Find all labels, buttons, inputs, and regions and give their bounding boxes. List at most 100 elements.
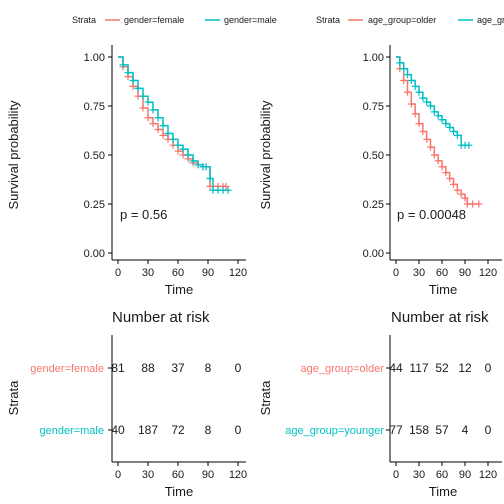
risk-cell: 52 bbox=[435, 361, 449, 375]
strata-label: age_group=younger bbox=[285, 425, 390, 437]
censor-mark bbox=[419, 94, 427, 102]
x-tick-label: 60 bbox=[172, 469, 184, 481]
censor-mark bbox=[202, 163, 210, 171]
y-tick-label: 0.50 bbox=[84, 150, 105, 162]
censor-mark bbox=[224, 186, 232, 194]
p-value: p = 0.56 bbox=[120, 207, 167, 222]
risk-table-title: Number at risk bbox=[112, 309, 210, 326]
censor-mark bbox=[169, 135, 177, 143]
strata-label: gender=female bbox=[30, 363, 112, 375]
x-tick: 120 bbox=[479, 260, 497, 279]
survival-curve-b bbox=[118, 56, 228, 192]
censor-mark bbox=[434, 112, 442, 120]
censor-mark bbox=[457, 190, 465, 198]
x-tick-label: 60 bbox=[436, 267, 448, 279]
x-tick-label: 0 bbox=[115, 469, 121, 481]
survival-curves bbox=[396, 56, 483, 208]
censor-mark bbox=[453, 186, 461, 194]
strata-axis-label: Strata bbox=[6, 380, 21, 415]
censor-mark bbox=[427, 102, 434, 110]
y-axis: Survival probability 1.00 0.75 0.50 0.25… bbox=[258, 45, 391, 260]
risk-cell: 72 bbox=[171, 423, 185, 437]
censor-mark bbox=[124, 69, 132, 77]
censor-mark bbox=[174, 147, 182, 155]
risk-cell: 77 bbox=[389, 423, 403, 437]
x-tick: 120 bbox=[229, 260, 247, 279]
x-tick-label: 90 bbox=[459, 469, 471, 481]
risk-table-gender: Number at risk Strata gender=female gend… bbox=[6, 309, 247, 499]
censor-mark bbox=[419, 127, 427, 135]
censor-mark bbox=[139, 92, 147, 100]
risk-table-age: Number at risk Strata age_group=older ag… bbox=[258, 309, 502, 499]
y-tick: 0.00 bbox=[363, 248, 390, 260]
censor-mark bbox=[404, 88, 411, 96]
survival-panel-age: Strata age_group=older age_group=younger… bbox=[258, 15, 504, 297]
x-axis-label: Time bbox=[165, 484, 193, 499]
x-tick-label: 30 bbox=[413, 267, 425, 279]
censor-mark bbox=[144, 98, 152, 106]
x-tick: 0 bbox=[393, 462, 399, 481]
y-tick: 0.25 bbox=[84, 199, 112, 211]
strata-label: gender=male bbox=[39, 425, 112, 437]
censor-mark bbox=[149, 106, 157, 114]
censor-mark bbox=[149, 120, 157, 128]
censor-mark bbox=[442, 169, 450, 177]
risk-cell: 0 bbox=[485, 361, 492, 375]
x-tick: 60 bbox=[172, 462, 184, 481]
censor-mark bbox=[189, 157, 197, 165]
x-axis-label: Time bbox=[165, 282, 193, 297]
censor-mark bbox=[400, 77, 408, 85]
x-tick-label: 0 bbox=[393, 267, 399, 279]
censor-mark bbox=[129, 77, 137, 85]
censor-mark bbox=[430, 151, 438, 159]
x-tick-label: 0 bbox=[393, 469, 399, 481]
x-tick-label: 30 bbox=[413, 469, 425, 481]
risk-cell: 8 bbox=[205, 423, 212, 437]
x-tick: 60 bbox=[436, 260, 448, 279]
x-tick-label: 120 bbox=[479, 267, 497, 279]
censor-mark bbox=[206, 175, 214, 183]
censor-mark bbox=[430, 108, 438, 116]
x-tick: 60 bbox=[436, 462, 448, 481]
x-tick: 30 bbox=[413, 462, 425, 481]
risk-table-title: Number at risk bbox=[391, 309, 489, 326]
y-axis: Survival probability 1.00 0.75 0.50 0.25… bbox=[6, 45, 113, 260]
survival-curve-a bbox=[396, 56, 479, 205]
y-tick-label: 1.00 bbox=[84, 52, 105, 64]
y-tick-label: 1.00 bbox=[363, 52, 384, 64]
censor-mark bbox=[222, 182, 230, 190]
censor-mark bbox=[144, 114, 152, 122]
risk-cell: 8 bbox=[205, 361, 212, 375]
x-tick-label: 60 bbox=[436, 469, 448, 481]
censor-mark bbox=[174, 141, 182, 149]
risk-values: 81 88 37 8 0 40 187 72 8 0 bbox=[111, 361, 241, 437]
legend-label: gender=female bbox=[124, 15, 184, 25]
censor-mark bbox=[407, 77, 415, 85]
censor-mark bbox=[427, 143, 434, 151]
y-tick-label: 0.75 bbox=[363, 101, 384, 113]
y-tick-label: 0.00 bbox=[363, 248, 384, 260]
risk-cell: 158 bbox=[409, 423, 429, 437]
legend-label: age_group=older bbox=[368, 15, 436, 25]
x-tick-label: 60 bbox=[172, 267, 184, 279]
y-axis-label: Survival probability bbox=[258, 100, 273, 210]
x-tick-label: 30 bbox=[142, 469, 154, 481]
y-tick-label: 0.25 bbox=[84, 199, 105, 211]
x-tick-label: 90 bbox=[202, 469, 214, 481]
y-tick-label: 0.00 bbox=[84, 248, 105, 260]
y-tick: 0.50 bbox=[363, 150, 390, 162]
legend-label: gender=male bbox=[224, 15, 277, 25]
censor-mark bbox=[400, 65, 408, 73]
censor-mark bbox=[194, 161, 202, 169]
x-tick: 120 bbox=[479, 462, 497, 481]
survival-curves bbox=[118, 56, 232, 194]
censor-mark bbox=[159, 131, 167, 139]
y-tick: 1.00 bbox=[84, 52, 112, 64]
x-tick: 0 bbox=[115, 260, 121, 279]
x-tick: 90 bbox=[459, 260, 471, 279]
legend-title: Strata bbox=[72, 15, 96, 25]
censor-mark bbox=[423, 98, 431, 106]
legend-title: Strata bbox=[316, 15, 340, 25]
x-tick-label: 90 bbox=[202, 267, 214, 279]
